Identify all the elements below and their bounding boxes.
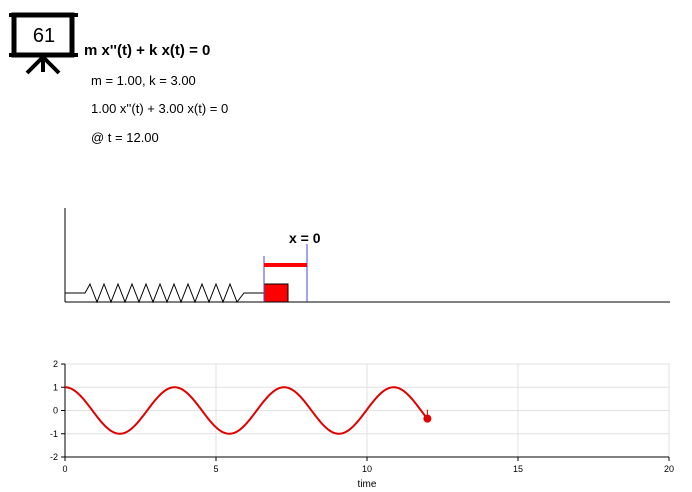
x-tick-label: 20 <box>664 464 674 474</box>
spring-coil <box>65 282 264 304</box>
x-tick-label: 10 <box>362 464 372 474</box>
y-tick-label: 0 <box>53 406 58 416</box>
x-axis-label: time <box>358 479 377 490</box>
mass-block <box>263 283 289 303</box>
parameters-text: m = 1.00, k = 3.00 <box>91 73 196 88</box>
equilibrium-label: x = 0 <box>289 230 321 246</box>
general-equation: m x''(t) + k x(t) = 0 <box>84 42 211 59</box>
slide-number: 61 <box>32 25 56 47</box>
x-tick-label: 15 <box>513 464 523 474</box>
projector-screen-icon: 61 <box>8 10 80 76</box>
time-readout: @ t = 12.00 <box>91 130 159 145</box>
current-time-marker <box>423 414 432 423</box>
x-tick-label: 0 <box>62 464 67 474</box>
spring-mass-diagram: x = 0 <box>64 208 670 304</box>
x-tick-label: 5 <box>213 464 218 474</box>
y-tick-label: 2 <box>53 359 58 369</box>
y-tick-label: 1 <box>53 382 58 392</box>
y-tick-label: -2 <box>50 452 58 462</box>
y-tick-label: -1 <box>50 429 58 439</box>
numeric-equation: 1.00 x''(t) + 3.00 x(t) = 0 <box>91 101 229 116</box>
displacement-curve <box>64 386 429 435</box>
